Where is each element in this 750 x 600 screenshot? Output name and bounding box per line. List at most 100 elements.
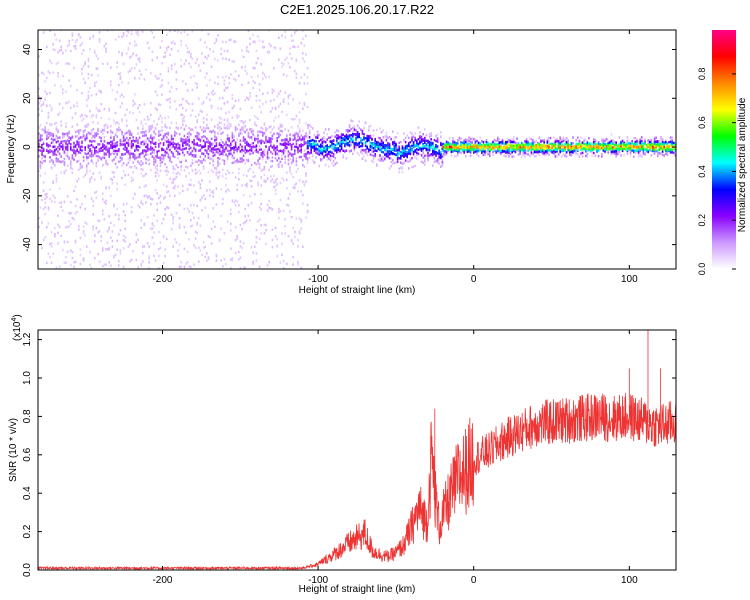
heatmap-noise-cell	[150, 227, 152, 230]
heatmap-noise-cell	[356, 124, 359, 127]
heatmap-noise-cell	[223, 232, 226, 235]
heatmap-noise-cell	[233, 25, 235, 27]
heatmap-noise-cell	[190, 76, 192, 79]
heatmap-noise-cell	[68, 39, 70, 43]
heatmap-noise-cell	[377, 140, 380, 143]
heatmap-noise-cell	[206, 84, 208, 87]
heatmap-core-cell	[39, 138, 42, 141]
heatmap-core-cell	[586, 143, 589, 146]
heatmap-noise-cell	[207, 235, 210, 238]
heatmap-core-cell	[118, 122, 120, 126]
heatmap-noise-cell	[225, 262, 227, 266]
heatmap-noise-cell	[124, 113, 126, 117]
heatmap-core-cell	[169, 156, 171, 159]
heatmap-noise-cell	[52, 252, 54, 255]
heatmap-noise-cell	[89, 177, 91, 181]
heatmap-noise-cell	[570, 153, 573, 156]
heatmap-core-cell	[262, 140, 264, 143]
heatmap-core-cell	[62, 143, 64, 146]
heatmap-noise-cell	[292, 226, 294, 229]
heatmap-noise-cell	[278, 58, 280, 61]
heatmap-noise-cell	[222, 57, 224, 60]
heatmap-noise-cell	[126, 119, 128, 122]
heatmap-noise-cell	[225, 144, 227, 147]
heatmap-noise-cell	[127, 71, 130, 74]
heatmap-core-cell	[87, 162, 90, 165]
heatmap-core-cell	[371, 153, 373, 157]
heatmap-core-cell	[239, 157, 242, 160]
heatmap-core-cell	[201, 152, 203, 155]
heatmap-core-cell	[244, 141, 246, 144]
heatmap-noise-cell	[271, 91, 274, 94]
heatmap-core-cell	[380, 157, 383, 161]
heatmap-noise-cell	[560, 155, 563, 158]
heatmap-core-cell	[49, 134, 51, 137]
heatmap-noise-cell	[49, 91, 51, 95]
heatmap-core-cell	[247, 142, 250, 146]
heatmap-noise-cell	[54, 33, 56, 37]
heatmap-core-cell	[266, 153, 269, 156]
heatmap-noise-cell	[82, 225, 85, 228]
heatmap-noise-cell	[97, 252, 99, 256]
heatmap-noise-cell	[428, 133, 431, 136]
heatmap-noise-cell	[328, 127, 330, 131]
heatmap-core-cell	[234, 143, 237, 146]
heatmap-noise-cell	[114, 38, 117, 41]
heatmap-noise-cell	[135, 30, 138, 34]
heatmap-core-cell	[172, 141, 174, 144]
heatmap-noise-cell	[172, 218, 174, 222]
heatmap-core-cell	[44, 172, 46, 175]
heatmap-noise-cell	[306, 161, 309, 164]
heatmap-core-cell	[318, 150, 321, 153]
heatmap-noise-cell	[265, 180, 267, 183]
heatmap-noise-cell	[331, 134, 333, 138]
heatmap-noise-cell	[289, 192, 291, 196]
heatmap-core-cell	[38, 169, 40, 173]
heatmap-core-cell	[546, 149, 549, 152]
heatmap-core-cell	[241, 157, 243, 160]
heatmap-core-cell	[369, 134, 372, 138]
heatmap-noise-cell	[480, 139, 483, 143]
heatmap-core-cell	[50, 166, 53, 169]
heatmap-core-cell	[501, 140, 504, 143]
heatmap-noise-cell	[130, 67, 133, 70]
heatmap-core-cell	[313, 142, 316, 146]
heatmap-noise-cell	[71, 32, 74, 35]
heatmap-core-cell	[302, 163, 304, 167]
heatmap-core-cell	[159, 164, 162, 167]
heatmap-noise-cell	[260, 126, 262, 130]
heatmap-noise-cell	[114, 122, 117, 125]
heatmap-core-cell	[307, 146, 309, 149]
heatmap-noise-cell	[142, 260, 144, 263]
heatmap-noise-cell	[228, 82, 230, 85]
heatmap-noise-cell	[92, 225, 94, 228]
heatmap-core-cell	[50, 132, 53, 135]
heatmap-noise-cell	[424, 160, 426, 163]
heatmap-core-cell	[312, 142, 314, 145]
heatmap-noise-cell	[217, 171, 219, 174]
heatmap-core-cell	[175, 126, 178, 129]
heatmap-noise-cell	[127, 173, 130, 177]
heatmap-core-cell	[495, 151, 497, 154]
heatmap-noise-cell	[142, 245, 144, 248]
heatmap-core-cell	[239, 160, 242, 163]
heatmap-core-cell	[376, 145, 378, 148]
heatmap-noise-cell	[249, 37, 251, 40]
heatmap-noise-cell	[258, 145, 261, 148]
heatmap-core-cell	[430, 153, 433, 156]
heatmap-core-cell	[292, 134, 294, 137]
heatmap-core-cell	[506, 151, 509, 154]
heatmap-noise-cell	[186, 47, 189, 50]
heatmap-noise-cell	[270, 142, 272, 145]
heatmap-core-cell	[374, 142, 377, 145]
heatmap-noise-cell	[68, 79, 70, 82]
heatmap-core-cell	[445, 141, 448, 145]
heatmap-core-cell	[514, 146, 517, 149]
heatmap-core-cell	[404, 150, 407, 153]
heatmap-noise-cell	[42, 102, 45, 106]
heatmap-noise-cell	[204, 75, 206, 79]
heatmap-core-cell	[153, 163, 155, 166]
heatmap-core-cell	[132, 139, 134, 142]
heatmap-core-cell	[552, 145, 555, 148]
heatmap-noise-cell	[517, 153, 520, 156]
